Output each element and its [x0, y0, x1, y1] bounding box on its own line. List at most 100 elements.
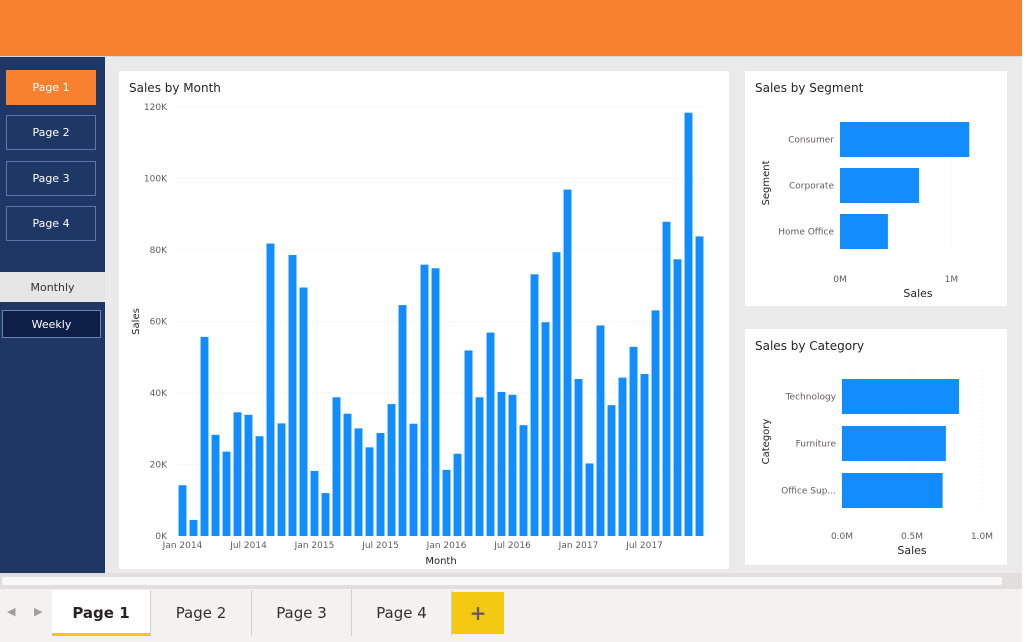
month-bar [453, 453, 462, 536]
segment-bar [840, 214, 888, 249]
x-tick-label: Jul 2016 [493, 541, 531, 551]
x-axis-title: Month [425, 556, 456, 567]
month-bar [343, 413, 352, 536]
month-bar [541, 322, 550, 536]
month-bar [299, 287, 308, 536]
tab-page-4[interactable]: Page 4 [352, 590, 452, 636]
month-bar [563, 189, 572, 536]
nav-button-page-3[interactable]: Page 3 [6, 161, 96, 196]
month-bar [618, 377, 627, 536]
month-bar [387, 404, 396, 536]
x-tick-label: Jul 2015 [361, 541, 399, 551]
month-bar [596, 325, 605, 536]
sales-by-segment-card[interactable]: Sales by Segment 0M 1M Consumer Corporate Ho… [745, 71, 1007, 306]
month-bar [222, 451, 231, 536]
segment-category-label: Home Office [778, 228, 834, 238]
month-bar [354, 428, 363, 536]
y-axis-title: Category [761, 419, 772, 465]
weekly-toggle[interactable]: Weekly [2, 310, 101, 338]
nav-button-page-1[interactable]: Page 1 [6, 70, 96, 105]
month-bar [277, 423, 286, 536]
month-bar [310, 470, 319, 536]
x-tick-label: Jan 2015 [294, 541, 335, 551]
tab-page-3[interactable]: Page 3 [252, 590, 352, 636]
nav-button-page-4[interactable]: Page 4 [6, 206, 96, 241]
month-bar [519, 425, 528, 536]
segment-bar [840, 168, 920, 203]
y-tick-label: 100K [144, 175, 168, 185]
x-tick-label: 1M [945, 275, 959, 285]
add-page-button[interactable]: + [452, 592, 504, 634]
category-category-label: Technology [785, 393, 837, 403]
month-bar [431, 268, 440, 536]
tab-page-2[interactable]: Page 2 [151, 590, 252, 636]
sales-by-month-card[interactable]: Sales by Month 0K 20K 40K 60K 80K 100K 120K Jan… [119, 71, 729, 569]
month-bar [607, 405, 616, 536]
report-canvas: Sales by Month 0K 20K 40K 60K 80K 100K 120K Jan… [105, 57, 1022, 573]
nav-button-page-2[interactable]: Page 2 [6, 115, 96, 150]
sales-by-segment-title: Sales by Segment [755, 81, 864, 95]
y-tick-label: 80K [150, 246, 168, 256]
y-axis-title: Segment [761, 160, 772, 205]
x-tick-label: Jul 2017 [625, 541, 663, 551]
x-tick-label: Jan 2017 [558, 541, 599, 551]
chevron-right-icon[interactable]: ▶ [34, 605, 43, 618]
y-tick-label: 20K [150, 461, 168, 471]
month-bar [233, 412, 242, 536]
month-bar [475, 397, 484, 536]
month-bar [662, 221, 671, 536]
month-bar [585, 463, 594, 536]
x-tick-label: 0.0M [831, 532, 853, 542]
sales-by-segment-chart: 0M 1M Consumer Corporate Home Office Sales Seg… [761, 114, 970, 300]
sales-by-category-card[interactable]: Sales by Category 0.0M 0.5M 1.0M Technology… [745, 329, 1007, 565]
month-bar [673, 259, 682, 536]
month-bar [486, 332, 495, 536]
month-bar [288, 255, 297, 536]
sales-by-category-title: Sales by Category [755, 339, 865, 353]
month-bar [409, 423, 418, 536]
category-category-label: Furniture [796, 440, 837, 450]
report-header-bar [0, 0, 1022, 57]
category-bar [842, 379, 960, 414]
month-bar [420, 264, 429, 536]
monthly-toggle[interactable]: Monthly [0, 272, 105, 302]
x-tick-label: 0.5M [901, 532, 923, 542]
category-bar [842, 426, 946, 461]
month-bar [189, 519, 198, 536]
month-bar [200, 336, 209, 536]
month-bar [332, 397, 341, 536]
x-axis-title: Sales [897, 544, 927, 557]
segment-bar [840, 122, 970, 157]
sidebar: Page 1 Page 2 Page 3 Page 4 Monthly Week… [0, 57, 105, 573]
month-bar [244, 414, 253, 536]
x-tick-label: Jan 2016 [426, 541, 467, 551]
y-tick-label: 40K [150, 389, 168, 399]
month-bar [684, 112, 693, 536]
y-axis-title: Sales [131, 308, 142, 335]
x-tick-label: Jan 2014 [162, 541, 203, 551]
month-bar [640, 374, 649, 536]
month-bar [629, 346, 638, 536]
x-tick-label: 1.0M [971, 532, 993, 542]
month-bar [365, 447, 374, 536]
y-tick-label: 120K [144, 103, 168, 113]
month-bar [552, 252, 561, 536]
x-tick-label: 0M [833, 275, 847, 285]
page-tab-bar: ◀ ▶ Page 1 Page 2 Page 3 Page 4 + [0, 573, 1022, 642]
month-bar [266, 243, 275, 536]
segment-category-label: Consumer [788, 136, 834, 146]
horizontal-scrollbar[interactable] [0, 573, 1022, 589]
month-bar [497, 391, 506, 536]
sales-by-month-title: Sales by Month [129, 81, 221, 95]
month-bar [530, 274, 539, 536]
segment-category-label: Corporate [789, 182, 834, 192]
month-bar [651, 310, 660, 536]
y-tick-label: 0K [155, 532, 168, 542]
window-edge [1022, 0, 1026, 642]
x-axis-title: Sales [903, 287, 933, 300]
scrollbar-thumb[interactable] [2, 577, 1002, 585]
sales-by-category-chart: 0.0M 0.5M 1.0M Technology Furniture Office Su… [761, 371, 993, 557]
chevron-left-icon[interactable]: ◀ [7, 605, 16, 618]
month-bar [574, 379, 583, 536]
tab-page-1[interactable]: Page 1 [52, 590, 151, 636]
